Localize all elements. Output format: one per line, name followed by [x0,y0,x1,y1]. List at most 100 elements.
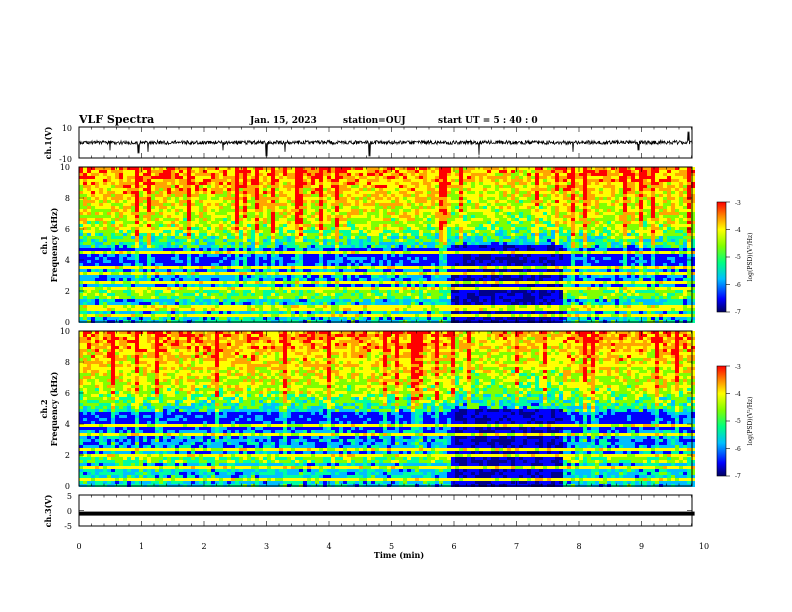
spectrogram-cell [343,227,347,230]
spectrogram-cell [359,248,363,251]
spectrogram-cell [151,242,155,245]
spectrogram-cell [235,167,239,170]
spectrogram-cell [139,302,143,305]
spectrogram-cell [107,188,111,191]
spectrogram-cell [223,227,227,230]
spectrogram-cell [263,179,267,182]
spectrogram-cell [291,284,295,287]
spectrogram-cell [355,236,359,239]
spectrogram-cell [435,194,439,197]
spectrogram-cell [215,293,219,296]
spectrogram-cell [239,251,243,254]
spectrogram-cell [111,302,115,305]
spectrogram-cell [115,278,119,281]
spectrogram-cell [255,185,259,188]
spectrogram-cell [103,215,107,218]
spectrogram-cell [103,260,107,263]
spectrogram-cell [139,248,143,251]
spectrogram-cell [219,221,223,224]
spectrogram-cell [235,311,239,314]
spectrogram-cell [327,194,331,197]
spectrogram-cell [127,239,131,242]
spectrogram-cell [343,242,347,245]
spectrogram-cell [351,299,355,302]
spectrogram-cell [363,230,367,233]
spectrogram-cell [443,260,447,263]
spectrogram-cell [343,215,347,218]
spectrogram-cell [263,278,267,281]
spectrogram-cell [211,308,215,311]
spectrogram-cell [179,278,183,281]
spectrogram-cell [215,308,219,311]
spectrogram-cell [347,239,351,242]
spectrogram-cell [359,215,363,218]
spectrogram-cell [423,254,427,257]
spectrogram-cell [91,179,95,182]
spectrogram-cell [271,233,275,236]
spectrogram-cell [391,299,395,302]
spectrogram-cell [219,278,223,281]
spectrogram-cell [375,248,379,251]
spectrogram-cell [395,224,399,227]
spectrogram-cell [339,179,343,182]
spectrogram-cell [207,284,211,287]
spectrogram-cell [383,296,387,299]
spectrogram-cell [387,182,391,185]
spectrogram-cell [135,287,139,290]
spectrogram-cell [363,251,367,254]
spectrogram-cell [111,221,115,224]
spectrogram-cell [211,218,215,221]
spectrogram-cell [267,305,271,308]
spectrogram-cell [375,311,379,314]
spectrogram-cell [151,305,155,308]
spectrogram-cell [255,233,259,236]
spectrogram-cell [439,212,443,215]
spectrogram-cell [139,284,143,287]
spectrogram-cell [339,203,343,206]
spectrogram-cell [227,188,231,191]
spectrogram-cell [207,317,211,320]
spectrogram-cell [191,176,195,179]
spectrogram-cell [263,314,267,317]
spectrogram-cell [275,272,279,275]
spectrogram-cell [427,200,431,203]
spectrogram-cell [423,299,427,302]
spectrogram-cell [135,188,139,191]
spectrogram-cell [235,176,239,179]
spectrogram-cell [399,290,403,293]
spectrogram-cell [111,296,115,299]
spectrogram-cell [415,209,419,212]
spectrogram-cell [307,287,311,290]
spectrogram-cell [279,248,283,251]
spectrogram-cell [227,302,231,305]
spectrogram-cell [355,299,359,302]
spectrogram-cell [415,167,419,170]
spectrogram-cell [123,179,127,182]
spectrogram-cell [411,293,415,296]
spectrogram-cell [95,194,99,197]
spectrogram-cell [147,239,151,242]
spectrogram-cell [143,242,147,245]
spectrogram-cell [415,179,419,182]
spectrogram-cell [415,197,419,200]
spectrogram-cell [311,203,315,206]
spectrogram-cell [111,197,115,200]
spectrogram-cell [239,296,243,299]
spectrogram-cell [443,284,447,287]
spectrogram-cell [131,173,135,176]
spectrogram-cell [159,236,163,239]
spectrogram-cell [251,278,255,281]
spectrogram-cell [343,200,347,203]
spectrogram-cell [263,185,267,188]
spectrogram-cell [267,188,271,191]
spectrogram-cell [215,182,219,185]
spectrogram-cell [323,284,327,287]
spectrogram-cell [211,254,215,257]
spectrogram-cell [431,254,435,257]
spectrogram-cell [187,248,191,251]
spectrogram-cell [231,173,235,176]
spectrogram-cell [315,248,319,251]
spectrogram-cell [103,266,107,269]
spectrogram-cell [419,209,423,212]
spectrogram-cell [399,215,403,218]
